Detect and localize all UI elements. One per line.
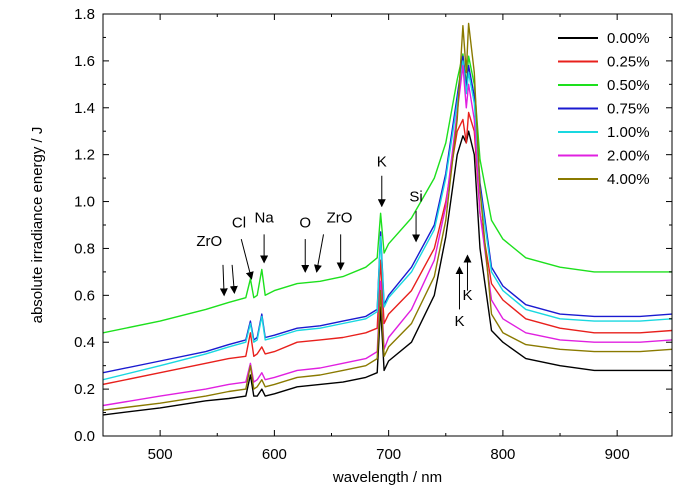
x-tick-label: 900 <box>605 446 630 463</box>
series-line-1 <box>103 111 672 386</box>
y-tick-label: 1.6 <box>74 53 95 70</box>
annotation-arrow <box>219 264 228 297</box>
legend: 0.00% 0.25% 0.50% 0.75% 1.00% 2.00% 4.00% <box>558 30 650 188</box>
annotation-label: K <box>454 313 464 330</box>
series-lines <box>103 22 672 416</box>
x-axis: 500 600 700 800 900 <box>102 14 630 463</box>
y-tick-label: 1.0 <box>74 194 95 211</box>
plot-frame <box>102 13 673 437</box>
legend-label: 0.75% <box>607 101 650 118</box>
y-tick-label: 1.8 <box>74 6 95 23</box>
y-tick-label: 0.0 <box>74 428 95 445</box>
series-line-2 <box>103 53 672 334</box>
y-axis-label: absolute irradiance energy / J <box>29 127 46 324</box>
annotation-arrow <box>240 238 254 280</box>
series-line-4 <box>103 60 672 381</box>
y-axis: 0.0 0.2 0.4 0.6 0.8 1.0 1.2 1.4 1.6 1.8 <box>74 6 672 445</box>
series-line-6 <box>103 22 672 411</box>
annotation-label: Na <box>255 210 275 227</box>
series-line-0 <box>103 130 672 416</box>
y-tick-label: 0.6 <box>74 287 95 304</box>
legend-label: 0.00% <box>607 30 650 47</box>
y-tick-label: 0.8 <box>74 240 95 257</box>
legend-label: 4.00% <box>607 171 650 188</box>
annotation-label: ZrO <box>196 233 222 250</box>
annotation-label: Si <box>409 189 422 206</box>
legend-label: 1.00% <box>607 124 650 141</box>
x-tick-label: 600 <box>262 446 287 463</box>
x-axis-label: wavelength / nm <box>332 469 442 486</box>
y-tick-label: 1.4 <box>74 100 95 117</box>
x-tick-label: 700 <box>376 446 401 463</box>
legend-label: 2.00% <box>607 148 650 165</box>
annotation-label: Cl <box>232 214 246 231</box>
annotation-arrow <box>313 234 325 273</box>
annotation-label: O <box>299 214 311 231</box>
series-line-3 <box>103 55 672 374</box>
annotation-label: ZrO <box>327 210 353 227</box>
legend-label: 0.50% <box>607 77 650 94</box>
annotation-arrow <box>229 264 238 294</box>
x-tick-label: 800 <box>490 446 515 463</box>
x-tick-label: 500 <box>148 446 173 463</box>
annotation-label: K <box>462 287 472 304</box>
y-tick-label: 1.2 <box>74 147 95 164</box>
legend-label: 0.25% <box>607 54 650 71</box>
y-tick-label: 0.4 <box>74 334 95 351</box>
y-tick-label: 0.2 <box>74 381 95 398</box>
annotation-label: K <box>377 153 387 170</box>
